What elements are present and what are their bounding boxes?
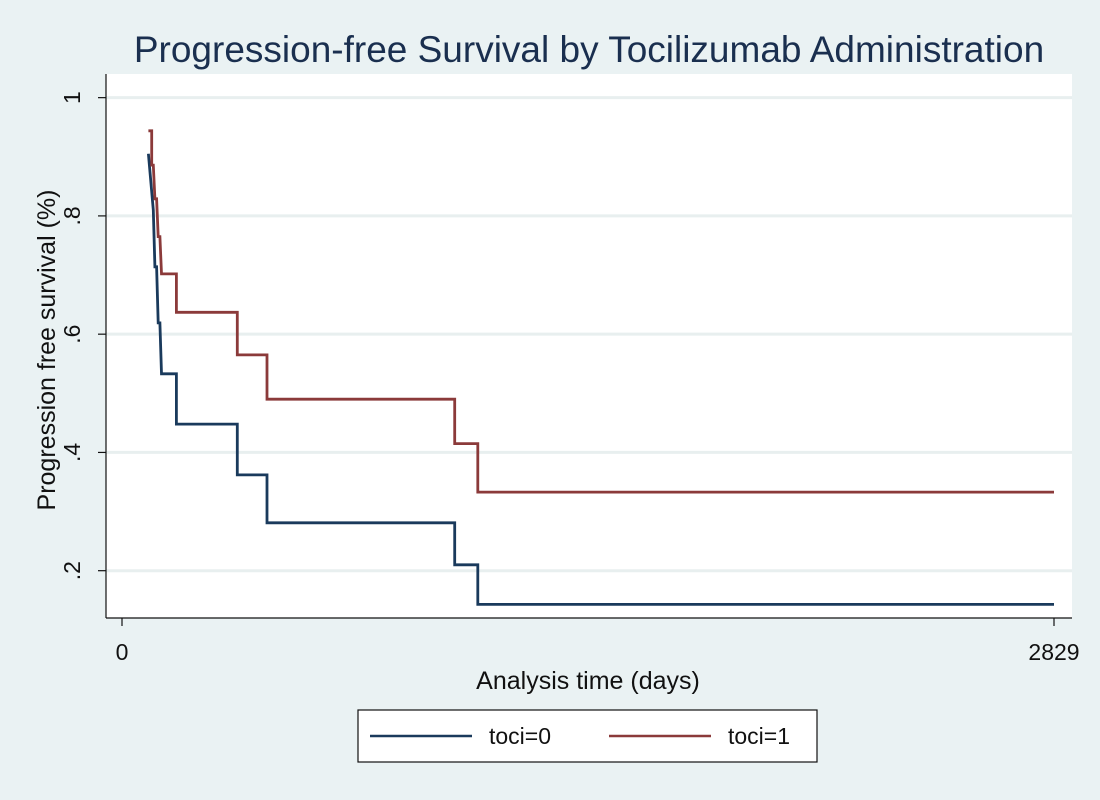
legend-label-toci-1: toci=1	[728, 723, 790, 749]
x-axis-title: Analysis time (days)	[476, 667, 700, 695]
series-line-toci-1	[148, 129, 1054, 494]
series-layer	[147, 129, 1054, 606]
gridlines	[106, 96, 1072, 573]
y-axis-title: Progression free survival (%)	[33, 190, 61, 511]
legend: toci=0 toci=1	[357, 709, 818, 763]
y-tick-label: .2	[59, 561, 85, 580]
series-line-toci-0	[147, 153, 1054, 606]
x-tick-label: 0	[116, 639, 129, 665]
chart-title: Progression-free Survival by Tocilizumab…	[134, 29, 1044, 70]
y-tick-label: 1	[59, 91, 85, 104]
axes: .2 .4 .6 .8 1 0 2829	[59, 74, 1080, 665]
y-tick-label: .4	[59, 443, 85, 462]
legend-label-toci-0: toci=0	[489, 723, 551, 749]
plot-area	[106, 74, 1072, 618]
y-tick-label: .8	[59, 206, 85, 225]
x-tick-label: 2829	[1028, 639, 1079, 665]
y-tick-label: .6	[59, 325, 85, 344]
